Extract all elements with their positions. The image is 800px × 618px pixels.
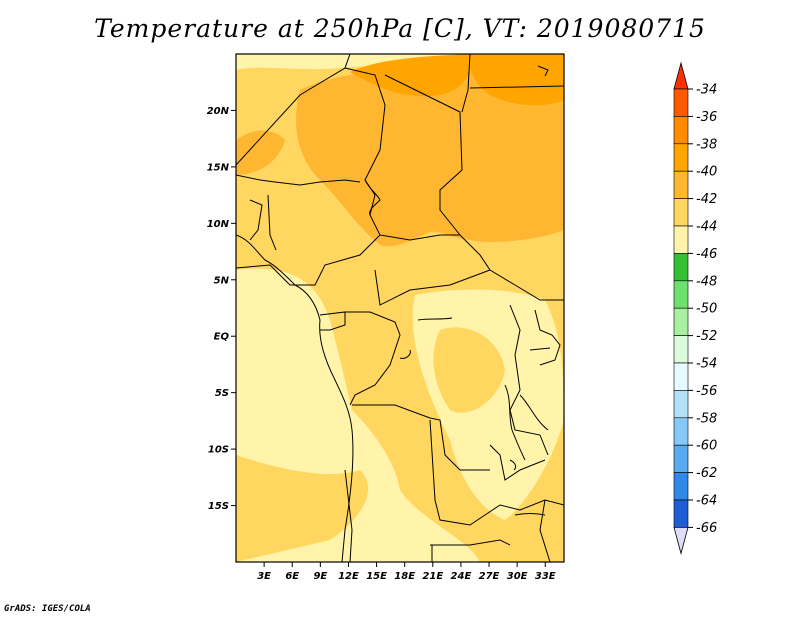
colorbar-label: -54 — [696, 357, 717, 372]
colorbar-label: -56 — [696, 384, 717, 399]
temperature-field — [236, 54, 564, 562]
colorbar-swatch — [673, 225, 689, 254]
colorbar-label: -34 — [696, 83, 717, 98]
colorbar-swatch — [673, 116, 689, 145]
field-level-36-38-north — [350, 54, 472, 97]
colorbar-label: -44 — [696, 220, 717, 235]
lat-tick-label: 10N — [207, 219, 230, 230]
colorbar: -34 -36 -38 -40 -42 -44 -46 -48 -50 -52 -54 -56 -58 -… — [673, 61, 717, 555]
colorbar-label: -42 — [696, 192, 717, 207]
lat-tick-label: 20N — [207, 106, 230, 117]
colorbar-swatch — [673, 335, 689, 364]
colorbar-swatch — [673, 88, 689, 117]
colorbar-label: -60 — [696, 439, 717, 454]
lat-tick-label: 15N — [207, 162, 230, 173]
colorbar-label: -38 — [696, 137, 717, 152]
colorbar-label: -46 — [696, 247, 717, 262]
chart-title: Temperature at 250hPa [C], VT: 201908071… — [94, 14, 706, 43]
colorbar-swatch — [673, 170, 689, 199]
plot-frame — [235, 53, 565, 563]
colorbar-swatch — [673, 362, 689, 391]
lon-tick-label: 21E — [422, 571, 443, 582]
lat-tick-label: 15S — [208, 501, 229, 512]
colorbar-over-arrow — [673, 61, 689, 90]
field-level-38-40-north — [296, 59, 564, 247]
field-level-40-42-southwest — [236, 455, 369, 562]
colorbar-label: -62 — [696, 466, 717, 481]
colorbar-label: -64 — [696, 494, 717, 509]
field-level-38-40-northwest — [236, 130, 285, 175]
colorbar-swatch — [673, 444, 689, 473]
grads-credit: GrADS: IGES/COLA — [4, 604, 91, 614]
colorbar-swatch — [673, 499, 689, 528]
colorbar-label: -50 — [696, 302, 717, 317]
lat-tick-label: EQ — [214, 332, 230, 343]
lon-tick-label: 27E — [479, 571, 500, 582]
country-boundaries — [236, 54, 564, 562]
lon-tick-label: 9E — [313, 571, 327, 582]
colorbar-label: -52 — [696, 329, 717, 344]
colorbar-label: -58 — [696, 411, 717, 426]
colorbar-swatch — [673, 143, 689, 172]
lat-tick-label: 5S — [215, 388, 229, 399]
lon-tick-label: 3E — [257, 571, 271, 582]
colorbar-label: -66 — [696, 521, 717, 536]
colorbar-label: -48 — [696, 274, 717, 289]
colorbar-swatch — [673, 253, 689, 282]
colorbar-swatch — [673, 390, 689, 419]
lon-tick-label: 24E — [451, 571, 472, 582]
field-level-40-42-central — [433, 327, 505, 413]
colorbar-swatch — [673, 307, 689, 336]
lon-tick-label: 6E — [285, 571, 299, 582]
lon-tick-label: 18E — [394, 571, 415, 582]
colorbar-swatch — [673, 198, 689, 227]
colorbar-swatch — [673, 472, 689, 501]
colorbar-swatch — [673, 280, 689, 309]
colorbar-swatch — [673, 417, 689, 446]
latitude-axis: 20N 15N 10N 5N EQ 5S 10S 15S — [207, 106, 236, 512]
colorbar-label: -36 — [696, 110, 717, 125]
lat-tick-label: 5N — [214, 275, 230, 286]
lat-tick-label: 10S — [208, 445, 229, 456]
colorbar-under-arrow — [673, 527, 689, 555]
lon-tick-label: 30E — [507, 571, 528, 582]
colorbar-label: -40 — [696, 165, 717, 180]
lon-tick-label: 33E — [535, 571, 556, 582]
lon-tick-label: 12E — [338, 571, 359, 582]
longitude-axis: 3E 6E 9E 12E 15E 18E 21E 24E 27E 30E 33E — [257, 562, 556, 582]
lon-tick-label: 15E — [366, 571, 387, 582]
